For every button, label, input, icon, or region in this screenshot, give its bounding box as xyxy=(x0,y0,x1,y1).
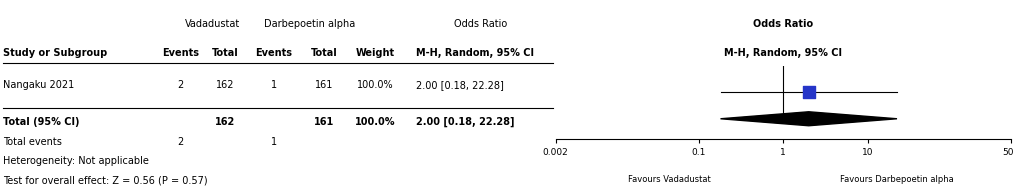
Text: 100.0%: 100.0% xyxy=(355,117,395,127)
Text: Events: Events xyxy=(162,48,199,58)
Text: Weight: Weight xyxy=(356,48,394,58)
Text: 162: 162 xyxy=(216,80,234,90)
Polygon shape xyxy=(721,112,897,126)
Text: 161: 161 xyxy=(314,117,335,127)
Text: 2.00 [0.18, 22.28]: 2.00 [0.18, 22.28] xyxy=(416,80,504,90)
Text: 162: 162 xyxy=(215,117,235,127)
Text: M-H, Random, 95% CI: M-H, Random, 95% CI xyxy=(724,48,843,58)
Text: Favours Darbepoetin alpha: Favours Darbepoetin alpha xyxy=(841,175,954,183)
Text: 100.0%: 100.0% xyxy=(357,80,393,90)
Text: Events: Events xyxy=(256,48,292,58)
Text: Vadadustat: Vadadustat xyxy=(186,19,240,29)
Text: Total events: Total events xyxy=(3,137,62,147)
Text: Odds Ratio: Odds Ratio xyxy=(454,19,507,29)
Text: M-H, Random, 95% CI: M-H, Random, 95% CI xyxy=(416,48,533,58)
Text: 2.00 [0.18, 22.28]: 2.00 [0.18, 22.28] xyxy=(416,117,514,127)
Text: Heterogeneity: Not applicable: Heterogeneity: Not applicable xyxy=(3,156,149,166)
Text: 161: 161 xyxy=(315,80,334,90)
Text: Total: Total xyxy=(212,48,238,58)
Text: Nangaku 2021: Nangaku 2021 xyxy=(3,80,74,90)
Text: Total: Total xyxy=(311,48,338,58)
Text: 2: 2 xyxy=(177,137,184,147)
Point xyxy=(801,90,817,93)
Text: Favours Vadadustat: Favours Vadadustat xyxy=(628,175,711,183)
Text: Darbepoetin alpha: Darbepoetin alpha xyxy=(264,19,355,29)
Text: Total (95% CI): Total (95% CI) xyxy=(3,117,79,127)
Text: 1: 1 xyxy=(271,137,277,147)
Text: 2: 2 xyxy=(177,80,184,90)
Text: Study or Subgroup: Study or Subgroup xyxy=(3,48,107,58)
Text: Odds Ratio: Odds Ratio xyxy=(753,19,813,29)
Text: Test for overall effect: Z = 0.56 (P = 0.57): Test for overall effect: Z = 0.56 (P = 0… xyxy=(3,175,208,185)
Text: 1: 1 xyxy=(271,80,277,90)
